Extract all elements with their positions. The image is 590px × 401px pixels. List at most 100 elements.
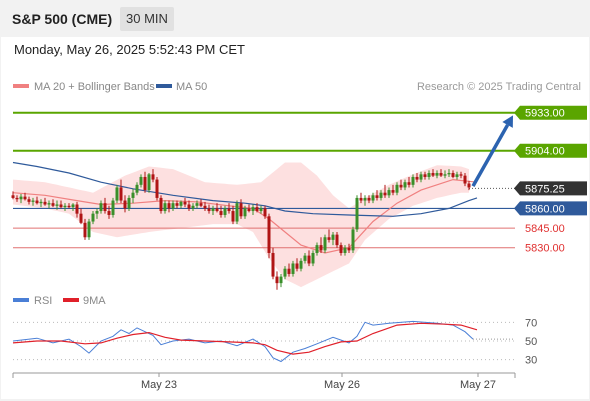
candle	[243, 205, 247, 219]
candle	[147, 173, 151, 193]
candle-body	[239, 203, 243, 217]
legend-9ma-swatch	[63, 298, 79, 302]
candle-body	[231, 211, 235, 222]
candle	[107, 205, 111, 219]
candle-body	[27, 199, 31, 202]
candle	[291, 260, 295, 277]
candle-body	[83, 222, 87, 238]
candle	[335, 232, 339, 248]
candle-body	[111, 200, 115, 215]
candle-body	[203, 205, 207, 209]
candle-body	[451, 173, 455, 177]
price-tag-shape	[514, 201, 587, 216]
candle-body	[371, 195, 375, 201]
candle	[399, 179, 403, 191]
legend-rsi-label: RSI	[34, 295, 52, 307]
candle-body	[123, 200, 127, 209]
candle-body	[167, 203, 171, 209]
candle-body	[147, 174, 151, 191]
candle	[179, 200, 183, 209]
candle	[235, 200, 239, 225]
candle	[199, 199, 203, 208]
candle	[71, 203, 75, 212]
candle-body	[367, 197, 371, 201]
candle-body	[211, 208, 215, 212]
candle-body	[187, 204, 191, 209]
candle	[387, 187, 391, 198]
candle-body	[279, 276, 283, 284]
candle-body	[263, 208, 267, 217]
candle-body	[91, 213, 95, 222]
candle-body	[107, 211, 111, 215]
candle	[327, 229, 331, 243]
candle	[403, 179, 407, 191]
candle	[191, 203, 195, 212]
candle	[375, 190, 379, 201]
candle-body	[131, 192, 135, 198]
candle	[23, 192, 27, 201]
candle-body	[243, 208, 247, 217]
candle-body	[67, 205, 71, 208]
candle	[343, 245, 347, 256]
candle-body	[311, 252, 315, 264]
candle-body	[199, 203, 203, 206]
candle	[91, 211, 95, 225]
candle-body	[343, 247, 347, 253]
candle	[303, 252, 307, 264]
candle	[187, 200, 191, 212]
candle	[275, 271, 279, 290]
candle-body	[459, 174, 463, 176]
price-tag-label: 5933.00	[525, 108, 565, 120]
current-price-tag: 5875.25	[514, 181, 587, 196]
candle	[175, 200, 179, 209]
legend-rsi-swatch	[13, 298, 29, 302]
candle	[299, 258, 303, 272]
candle	[207, 204, 211, 214]
candle-body	[287, 268, 291, 274]
candle	[155, 176, 159, 201]
candle-body	[171, 203, 175, 209]
x-tick-label: May 23	[141, 379, 177, 391]
legend-ma50-label: MA 50	[176, 81, 207, 93]
candle-body	[299, 260, 303, 269]
candle-body	[327, 237, 331, 240]
candle-body	[235, 203, 239, 222]
candle	[311, 250, 315, 267]
candle	[203, 201, 207, 212]
candle	[355, 195, 359, 233]
candle	[255, 203, 259, 213]
candle	[383, 184, 387, 198]
support-price-label: 5845.00	[525, 223, 565, 235]
candle-body	[223, 208, 227, 215]
candle-body	[39, 201, 43, 204]
price-tag-label: 5875.25	[525, 183, 565, 195]
candle	[463, 173, 467, 187]
candle	[391, 184, 395, 196]
candle-body	[259, 208, 263, 212]
price-tag-shape	[514, 105, 587, 120]
candle-body	[75, 204, 79, 214]
candle	[287, 263, 291, 277]
candle-body	[291, 263, 295, 274]
candle	[55, 200, 59, 210]
interval-button[interactable]: 30 MIN	[120, 7, 174, 31]
candle-body	[15, 197, 19, 200]
candle	[47, 200, 51, 209]
candle	[323, 234, 327, 253]
candle-body	[383, 192, 387, 196]
candle	[247, 204, 251, 213]
candle	[131, 188, 135, 204]
pivot-price-tag: 5860.00	[514, 201, 587, 216]
candle	[195, 200, 199, 209]
candle	[419, 171, 423, 183]
price-tags: 5933.00 5904.00 5875.25 5860.00 5845.00 5830.…	[514, 105, 587, 255]
candle	[151, 169, 155, 183]
candle-body	[455, 174, 459, 177]
candle	[95, 208, 99, 219]
candle	[271, 247, 275, 280]
candle	[371, 192, 375, 204]
support-price-label: 5830.00	[525, 243, 565, 255]
candle-body	[467, 183, 471, 188]
candle	[455, 171, 459, 180]
